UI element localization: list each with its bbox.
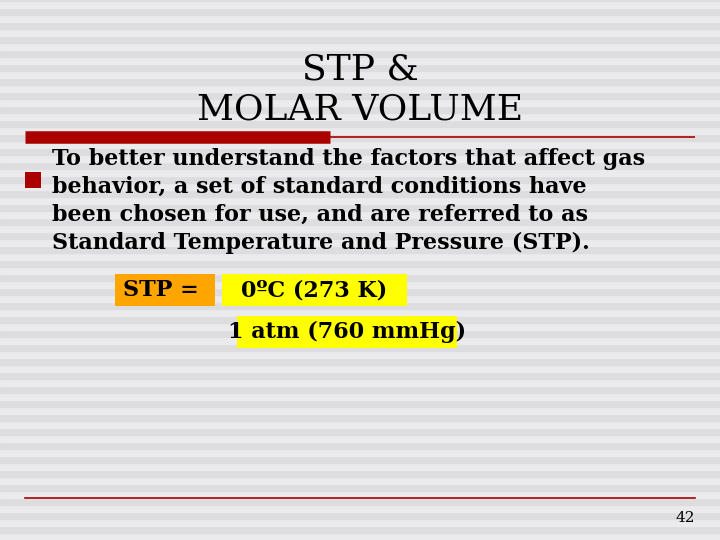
Bar <box>0 442 720 449</box>
Bar <box>0 162 720 169</box>
Text: MOLAR VOLUME: MOLAR VOLUME <box>197 93 523 127</box>
Bar <box>0 470 720 477</box>
Text: 1 atm (760 mmHg): 1 atm (760 mmHg) <box>228 321 466 343</box>
Bar <box>0 526 720 533</box>
Bar <box>0 281 720 288</box>
Bar <box>0 456 720 463</box>
Bar <box>0 148 720 155</box>
Bar <box>0 8 720 15</box>
Text: been chosen for use, and are referred to as: been chosen for use, and are referred to… <box>52 204 588 226</box>
Text: 42: 42 <box>675 511 695 525</box>
Bar <box>0 190 720 197</box>
Bar <box>0 71 720 78</box>
Bar <box>25 172 41 188</box>
Bar <box>0 323 720 330</box>
Bar <box>0 309 720 316</box>
Bar <box>0 99 720 106</box>
Text: behavior, a set of standard conditions have: behavior, a set of standard conditions h… <box>52 176 587 198</box>
Bar <box>0 316 720 323</box>
Bar <box>0 463 720 470</box>
Bar <box>0 379 720 386</box>
Bar <box>0 106 720 113</box>
Bar <box>0 519 720 526</box>
Bar <box>0 211 720 218</box>
Bar <box>0 498 720 505</box>
Bar <box>0 204 720 211</box>
Bar <box>0 302 720 309</box>
Bar <box>0 197 720 204</box>
Bar <box>0 512 720 519</box>
Bar <box>0 295 720 302</box>
Bar <box>0 141 720 148</box>
Bar <box>0 428 720 435</box>
Bar <box>0 330 720 337</box>
Bar <box>0 407 720 414</box>
Bar <box>0 36 720 43</box>
Bar <box>0 120 720 127</box>
Bar <box>0 29 720 36</box>
Bar <box>0 218 720 225</box>
Bar <box>0 183 720 190</box>
Bar <box>0 435 720 442</box>
Bar <box>0 421 720 428</box>
Bar <box>0 260 720 267</box>
Bar <box>0 50 720 57</box>
Bar <box>0 225 720 232</box>
Bar <box>0 15 720 22</box>
Bar <box>0 246 720 253</box>
Bar <box>0 239 720 246</box>
Bar <box>0 344 720 351</box>
Bar <box>0 365 720 372</box>
Bar <box>0 57 720 64</box>
Bar <box>0 134 720 141</box>
Text: To better understand the factors that affect gas: To better understand the factors that af… <box>52 148 645 170</box>
Bar <box>0 372 720 379</box>
Bar <box>0 78 720 85</box>
Bar <box>0 64 720 71</box>
Bar <box>0 43 720 50</box>
Bar <box>0 533 720 540</box>
Bar <box>0 253 720 260</box>
Bar <box>0 232 720 239</box>
Bar <box>0 288 720 295</box>
Bar <box>0 351 720 358</box>
Bar <box>0 491 720 498</box>
Bar <box>222 274 407 306</box>
Bar <box>0 337 720 344</box>
Bar <box>0 274 720 281</box>
Bar <box>0 155 720 162</box>
Bar <box>0 358 720 365</box>
Bar <box>0 393 720 400</box>
Bar <box>0 92 720 99</box>
Bar <box>0 267 720 274</box>
Bar <box>0 400 720 407</box>
Bar <box>0 449 720 456</box>
Text: STP =: STP = <box>123 279 207 301</box>
Bar <box>0 85 720 92</box>
Bar <box>0 484 720 491</box>
Bar <box>0 127 720 134</box>
Bar <box>115 274 215 306</box>
Bar <box>0 505 720 512</box>
Bar <box>0 176 720 183</box>
Bar <box>237 316 457 348</box>
Bar <box>0 477 720 484</box>
Bar <box>0 22 720 29</box>
Text: STP &: STP & <box>302 53 418 87</box>
Text: Standard Temperature and Pressure (STP).: Standard Temperature and Pressure (STP). <box>52 232 590 254</box>
Bar <box>0 386 720 393</box>
Bar <box>0 113 720 120</box>
Bar <box>0 0 720 1</box>
Bar <box>0 169 720 176</box>
Text: 0ºC (273 K): 0ºC (273 K) <box>241 279 387 301</box>
Bar <box>0 414 720 421</box>
Bar <box>0 1 720 8</box>
